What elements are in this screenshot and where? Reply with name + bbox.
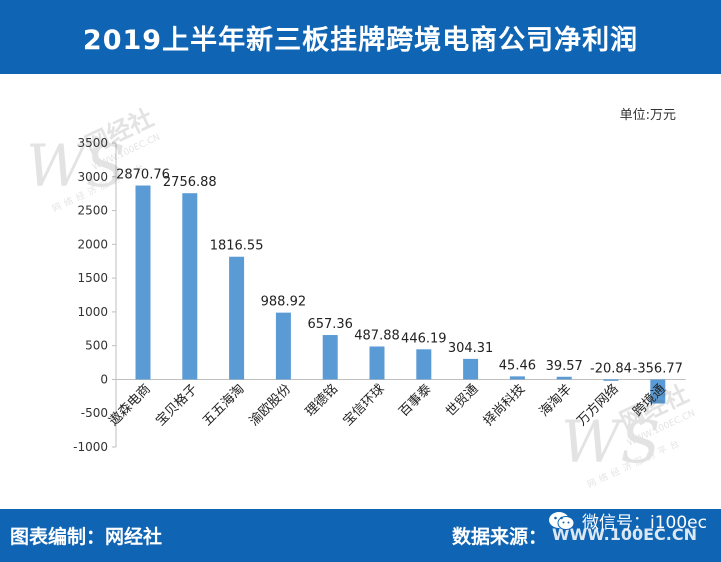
category-label: 择尚科技 <box>481 382 528 429</box>
svg-text:WS: WS <box>26 132 125 200</box>
category-label: 渝欧股份 <box>246 381 294 429</box>
data-label: 2870.76 <box>116 168 170 183</box>
bar <box>603 379 619 381</box>
y-tick-label: 2500 <box>77 204 108 218</box>
data-label: 1816.55 <box>210 239 264 254</box>
svg-text:WS: WS <box>561 408 660 476</box>
page-title: 2019上半年新三板挂牌跨境电商公司净利润 <box>82 24 639 56</box>
data-label: 39.57 <box>546 359 583 374</box>
category-label: 世贸通 <box>443 382 481 420</box>
category-label: 理德铭 <box>303 382 341 420</box>
bar <box>229 256 245 380</box>
data-source-url: WWW.100EC.CN <box>552 525 697 544</box>
category-label: 百事泰 <box>396 382 434 420</box>
y-tick-label: 0 <box>100 372 108 386</box>
bar <box>322 335 338 380</box>
y-tick-label: -1000 <box>73 440 108 454</box>
category-label: 遨森电商 <box>106 382 153 429</box>
y-tick-label: 1500 <box>77 271 108 285</box>
data-label: 988.92 <box>261 295 307 310</box>
data-label: 2756.88 <box>163 175 217 190</box>
bar <box>369 346 385 380</box>
watermark-logo: WS 网经社 WWW.100EC.CN 网络经济服务平台 <box>26 108 162 215</box>
data-label: 446.19 <box>401 331 447 346</box>
unit-label: 单位:万元 <box>620 108 676 123</box>
bar-chart: 单位:万元 3500 3000 2500 2000 1500 1000 500 0 -500 -10… <box>73 108 686 454</box>
bar <box>135 185 151 380</box>
bar <box>509 376 525 380</box>
y-tick-label: 2000 <box>77 237 108 251</box>
wechat-id: 微信号：i100ec <box>582 513 707 533</box>
data-label: -356.77 <box>633 361 683 376</box>
wechat-icon <box>549 511 575 530</box>
y-tick-label: -500 <box>81 406 108 420</box>
category-label: 宝贝格子 <box>153 381 201 429</box>
bar <box>416 349 432 380</box>
category-label: 宝信环球 <box>340 382 387 429</box>
y-tick-label: 3000 <box>77 170 108 184</box>
bar <box>463 358 479 380</box>
wechat-account: 微信号：i100ec <box>548 508 707 533</box>
bar <box>275 312 291 380</box>
category-label: 五五海淘 <box>200 382 247 429</box>
data-label: 304.31 <box>448 341 494 356</box>
title-banner: 2019上半年新三板挂牌跨境电商公司净利润 <box>0 0 721 74</box>
data-source-label: 数据来源： <box>452 526 548 548</box>
data-label: 657.36 <box>307 317 353 332</box>
bar <box>182 193 198 380</box>
y-tick-label: 3500 <box>77 136 108 150</box>
data-label: 487.88 <box>354 328 400 343</box>
y-tick-label: 1000 <box>77 305 108 319</box>
footer-bar: 图表编制：网经社 数据来源： WWW.100EC.CN <box>0 509 721 562</box>
chart-editor-credit: 图表编制：网经社 <box>10 526 163 548</box>
y-tick-label: 500 <box>85 339 108 353</box>
watermark-logo: WS 网经社 WWW.100EC.CN 网络经济服务平台 <box>561 384 697 491</box>
bar <box>556 376 572 380</box>
data-label: 45.46 <box>499 358 536 373</box>
data-label: -20.84 <box>590 361 632 376</box>
bar <box>650 379 666 404</box>
